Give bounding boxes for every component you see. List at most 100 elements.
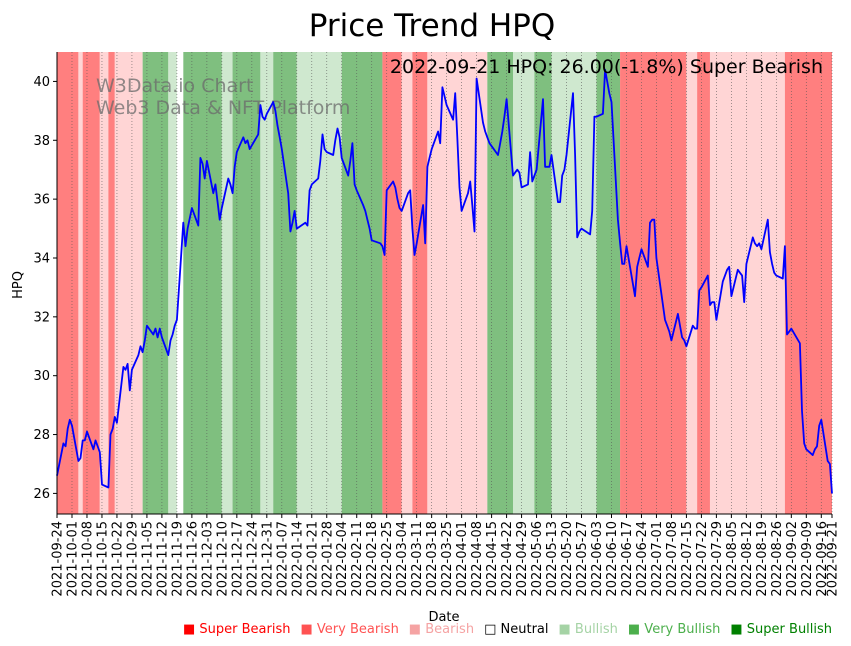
sentiment-band — [401, 52, 413, 514]
x-tick-label: 2022-07-01 — [650, 521, 665, 597]
legend-item: ■ Very Bearish — [301, 622, 399, 637]
sentiment-band — [142, 52, 169, 514]
x-tick-label: 2021-12-31 — [260, 521, 275, 597]
watermark: W3Data.io Chart Web3 Data & NFT Platform — [96, 75, 350, 119]
x-tick-label: 2021-09-24 — [51, 521, 66, 597]
x-tick-label: 2022-01-14 — [290, 521, 305, 597]
x-tick-label: 2022-05-06 — [530, 521, 545, 597]
sentiment-band — [183, 52, 222, 514]
x-tick-label: 2022-04-15 — [485, 521, 500, 597]
sentiment-band — [412, 52, 428, 514]
x-tick-label: 2021-10-01 — [66, 521, 81, 597]
y-tick-label: 36 — [33, 193, 50, 208]
x-tick-label: 2021-10-29 — [125, 521, 140, 597]
y-tick-label: 28 — [33, 428, 50, 443]
legend-item: ■ Super Bullish — [730, 622, 832, 637]
legend-item: □ Neutral — [484, 622, 548, 637]
y-tick-label: 40 — [33, 75, 50, 90]
sentiment-band — [296, 52, 342, 514]
x-axis-label: Date — [428, 610, 459, 625]
y-tick-label: 30 — [33, 369, 50, 384]
x-tick-label: 2022-05-27 — [575, 521, 590, 597]
x-tick-label: 2021-12-24 — [245, 521, 260, 597]
x-tick-label: 2022-02-18 — [365, 521, 380, 597]
y-axis-ticks: 26 28 30 32 34 36 38 40 — [33, 75, 57, 502]
x-tick-label: 2022-06-24 — [635, 521, 650, 597]
sentiment-band — [82, 52, 100, 514]
x-tick-label: 2022-01-07 — [275, 521, 290, 597]
sentiment-band — [168, 52, 177, 514]
legend-item: ■ Bullish — [559, 622, 618, 637]
x-tick-label: 2021-11-12 — [155, 521, 170, 597]
sentiment-band — [99, 52, 109, 514]
legend-item: ■ Super Bearish — [183, 622, 291, 637]
x-tick-label: 2022-07-29 — [710, 521, 725, 597]
sentiment-band — [596, 52, 621, 514]
x-tick-label: 2022-09-21 — [826, 521, 841, 597]
x-tick-label: 2022-04-08 — [470, 521, 485, 597]
legend-item: ■ Very Bullish — [628, 622, 720, 637]
x-tick-label: 2022-02-04 — [335, 521, 350, 597]
x-tick-label: 2021-10-08 — [81, 521, 96, 597]
x-tick-label: 2022-01-21 — [305, 521, 320, 597]
vertical-gridlines — [56, 52, 833, 514]
x-tick-label: 2022-07-22 — [695, 521, 710, 597]
x-tick-label: 2021-10-15 — [96, 521, 111, 597]
y-tick-label: 38 — [33, 134, 50, 149]
x-tick-label: 2022-07-08 — [665, 521, 680, 597]
x-tick-label: 2022-03-25 — [440, 521, 455, 597]
sentiment-band — [382, 52, 402, 514]
x-tick-label: 2022-09-09 — [800, 521, 815, 597]
x-tick-label: 2021-10-22 — [110, 521, 125, 597]
x-tick-label: 2022-09-16 — [815, 521, 830, 597]
x-tick-label: 2022-08-26 — [770, 521, 785, 597]
sentiment-band — [232, 52, 261, 514]
x-tick-label: 2022-02-11 — [350, 521, 365, 597]
x-tick-label: 2022-03-04 — [395, 521, 410, 597]
x-tick-label: 2022-06-17 — [620, 521, 635, 597]
x-tick-label: 2022-08-05 — [725, 521, 740, 597]
x-tick-label: 2022-04-22 — [500, 521, 515, 597]
x-tick-label: 2022-09-02 — [785, 521, 800, 597]
latest-price-annotation: 2022-09-21 HPQ: 26.00(-1.8%) Super Beari… — [390, 56, 823, 78]
legend: ■ Super Bearish ■ Very Bearish ■ Bearish □ … — [183, 622, 832, 637]
sentiment-band — [57, 52, 79, 514]
y-tick-label: 34 — [33, 251, 50, 266]
x-tick-label: 2022-06-03 — [590, 521, 605, 597]
watermark-line-2: Web3 Data & NFT Platform — [96, 97, 350, 119]
x-tick-label: 2022-07-15 — [680, 521, 695, 597]
watermark-line-1: W3Data.io Chart — [96, 75, 253, 97]
price-line — [56, 68, 833, 494]
x-tick-label: 2022-05-20 — [560, 521, 575, 597]
x-tick-label: 2022-03-18 — [425, 521, 440, 597]
y-tick-label: 26 — [33, 487, 50, 502]
x-tick-label: 2021-11-05 — [140, 521, 155, 597]
sentiment-band — [620, 52, 687, 514]
chart-title: Price Trend HPQ — [309, 8, 556, 44]
x-tick-label: 2022-08-19 — [755, 521, 770, 597]
sentiment-band — [686, 52, 698, 514]
x-tick-label: 2021-11-19 — [170, 521, 185, 597]
x-tick-label: 2022-08-12 — [740, 521, 755, 597]
sentiment-band — [341, 52, 383, 514]
x-tick-label: 2022-04-29 — [515, 521, 530, 597]
x-tick-label: 2021-11-26 — [185, 521, 200, 597]
sentiment-band — [114, 52, 143, 514]
sentiment-band — [273, 52, 297, 514]
x-tick-label: 2022-02-25 — [380, 521, 395, 597]
x-tick-label: 2021-12-03 — [200, 521, 215, 597]
legend-item: ■ Bearish — [409, 622, 474, 637]
y-tick-label: 32 — [33, 310, 50, 325]
x-tick-label: 2021-12-10 — [215, 521, 230, 597]
sentiment-band — [709, 52, 785, 514]
x-tick-label: 2022-03-11 — [410, 521, 425, 597]
x-axis-ticks: 2021-09-24 2021-10-01 2021-10-08 2021-10-15… — [51, 514, 841, 597]
sentiment-band — [108, 52, 115, 514]
x-tick-label: 2022-01-28 — [320, 521, 335, 597]
y-axis-label: HPQ — [11, 271, 26, 299]
sentiment-band — [221, 52, 233, 514]
axes — [56, 52, 832, 515]
x-tick-label: 2022-04-01 — [455, 521, 470, 597]
x-tick-label: 2022-05-13 — [545, 521, 560, 597]
